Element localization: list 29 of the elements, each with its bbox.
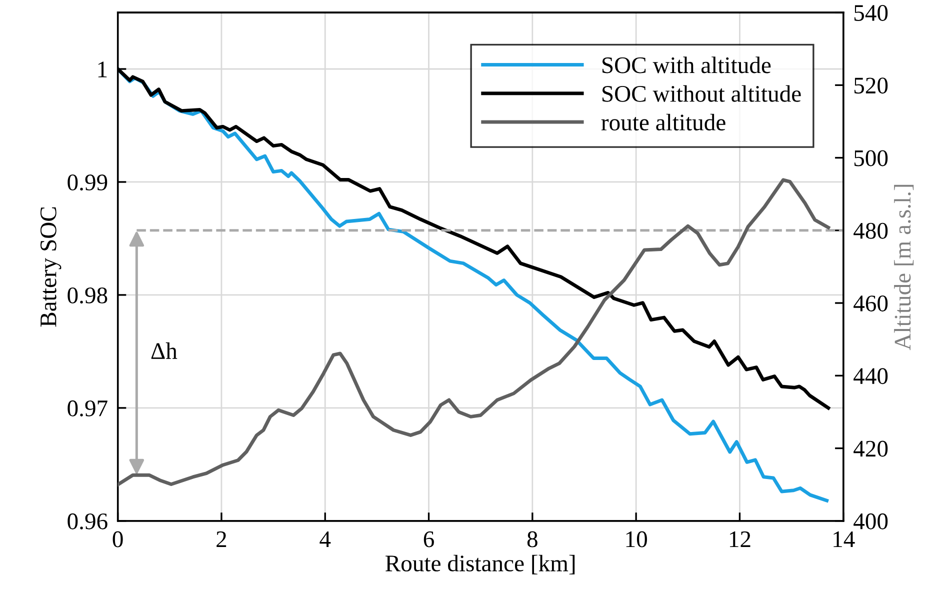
x-axis-title: Route distance [km] xyxy=(386,554,575,574)
y2-tick-label: 480 xyxy=(854,222,888,239)
y-tick-label: 0.97 xyxy=(68,400,108,416)
y2-tick-label: 420 xyxy=(854,440,888,457)
x-tick-label: 2 xyxy=(216,531,226,548)
y2-tick-label: 540 xyxy=(854,5,888,21)
x-tick-label: 4 xyxy=(320,531,331,548)
y-tick-label: 1 xyxy=(98,62,107,78)
legend-label: route altitude xyxy=(601,114,726,130)
y-tick-label: 0.96 xyxy=(68,513,108,530)
x-tick-label: 12 xyxy=(730,531,750,548)
x-tick-label: 10 xyxy=(626,531,647,548)
y2-tick-label: 520 xyxy=(854,78,888,94)
y2-tick-label: 400 xyxy=(854,513,888,530)
legend-label: SOC without altitude xyxy=(602,85,801,102)
y-tick-label: 0.99 xyxy=(68,174,108,191)
x-tick-label: 0 xyxy=(112,531,123,548)
legend-label: SOC with altitude xyxy=(602,56,771,74)
y2-axis-title: Altitude [m a.s.l.] xyxy=(894,184,914,350)
y-tick-label: 0.98 xyxy=(68,287,108,304)
y2-tick-label: 460 xyxy=(854,296,888,312)
line-series xyxy=(118,178,830,486)
y2-tick-label: 440 xyxy=(854,368,888,384)
x-tick-label: 8 xyxy=(527,531,538,548)
annotation: Δh xyxy=(151,342,178,359)
y-axis-title: Battery SOC xyxy=(40,207,62,327)
x-tick-label: 14 xyxy=(834,531,855,548)
y2-tick-label: 500 xyxy=(854,150,888,166)
x-tick-label: 6 xyxy=(424,531,434,548)
